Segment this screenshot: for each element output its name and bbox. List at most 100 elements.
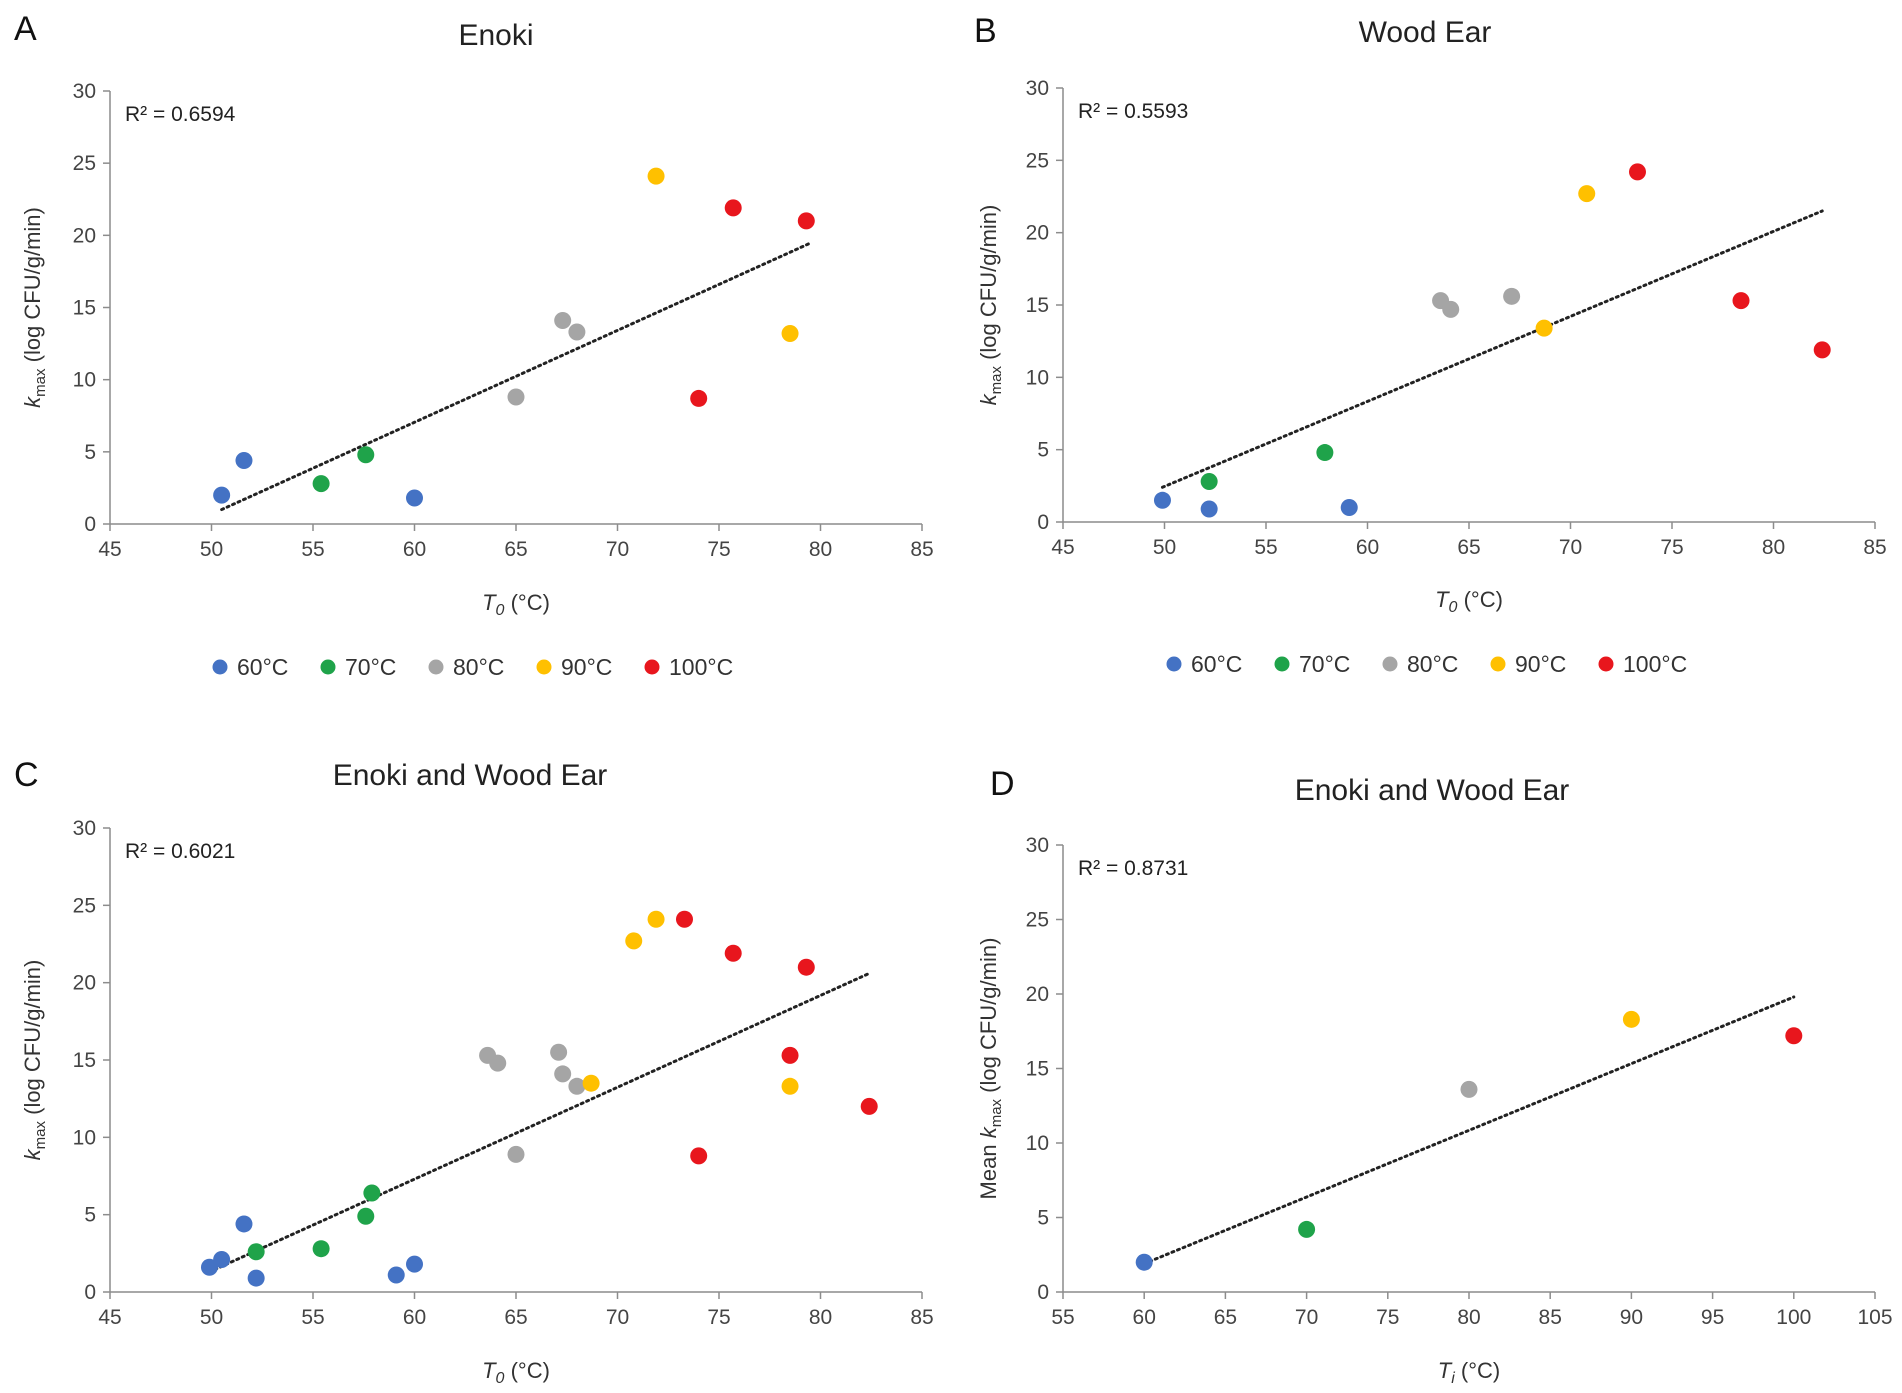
data-point xyxy=(357,446,375,464)
chart-title: Enoki and Wood Ear xyxy=(333,759,608,792)
y-axis-label-main: k xyxy=(976,393,1001,405)
data-point xyxy=(1785,1027,1803,1045)
data-point xyxy=(724,199,742,217)
y-axis-label: kmax (log CFU/g/min) xyxy=(20,207,49,408)
legend-marker xyxy=(644,659,660,675)
legend-label: 80°C xyxy=(1407,651,1458,677)
x-axis-label-sub: 0 xyxy=(496,602,505,619)
y-tick-label: 25 xyxy=(1026,909,1049,932)
y-axis-label: kmax (log CFU/g/min) xyxy=(976,205,1005,406)
data-point xyxy=(797,958,815,976)
x-tick-label: 65 xyxy=(504,538,527,561)
data-point xyxy=(554,1065,572,1083)
x-tick-label: 75 xyxy=(707,1306,730,1329)
trendline xyxy=(207,971,871,1274)
x-tick-label: 60 xyxy=(1356,536,1379,559)
legend-label: 100°C xyxy=(669,654,733,680)
data-point xyxy=(690,1147,708,1165)
x-tick-label: 60 xyxy=(403,1306,426,1329)
data-point xyxy=(568,1077,586,1095)
data-point xyxy=(1200,472,1218,490)
y-tick-label: 5 xyxy=(1037,1207,1049,1230)
data-point xyxy=(1153,491,1171,509)
legend-marker xyxy=(212,659,228,675)
legend-label: 60°C xyxy=(1191,651,1242,677)
panel-b-wood-ear: B Wood Ear 45 50 55 60 65 70 75 80 85 0 5 10 15 20 25 30 T… xyxy=(974,12,1887,677)
data-point xyxy=(690,389,708,407)
x-axis-label: T0 (°C) xyxy=(1435,587,1503,616)
data-point xyxy=(1200,500,1218,518)
data-point xyxy=(1503,287,1521,305)
data-point xyxy=(247,1243,265,1261)
data-point xyxy=(647,910,665,928)
r-squared-annotation: R² = 0.6021 xyxy=(125,840,235,863)
data-point xyxy=(406,489,423,507)
x-axis-label-unit: (°C) xyxy=(504,1358,549,1383)
chart-title: Enoki xyxy=(458,19,533,52)
x-tick-label: 95 xyxy=(1701,1306,1724,1329)
y-tick-label: 15 xyxy=(1026,294,1049,317)
r-squared-annotation: R² = 0.6594 xyxy=(125,103,236,126)
legend-marker xyxy=(320,659,336,675)
x-tick-label: 80 xyxy=(809,1306,832,1329)
data-point xyxy=(213,486,231,504)
trendline xyxy=(1160,209,1824,489)
data-point xyxy=(1813,341,1831,359)
y-tick-label: 0 xyxy=(1037,511,1049,534)
y-tick-label: 10 xyxy=(1026,366,1049,389)
x-tick-label: 70 xyxy=(1559,536,1582,559)
data-point xyxy=(1298,1220,1316,1238)
x-tick-label: 70 xyxy=(606,538,629,561)
data-point xyxy=(507,1145,525,1163)
data-point xyxy=(489,1054,507,1072)
y-tick-label: 25 xyxy=(1026,149,1049,172)
data-point xyxy=(1628,163,1646,181)
data-point xyxy=(363,1184,381,1202)
y-tick-label: 25 xyxy=(73,894,96,917)
y-axis-label-unit: (log CFU/g/min) xyxy=(976,938,1001,1099)
y-tick-label: 30 xyxy=(1026,77,1049,100)
trendline xyxy=(1142,995,1796,1266)
y-tick-label: 25 xyxy=(73,152,96,175)
data-point xyxy=(675,910,693,928)
data-point xyxy=(1135,1253,1153,1271)
x-tick-label: 50 xyxy=(200,1306,223,1329)
data-point xyxy=(213,1251,231,1269)
x-tick-label: 60 xyxy=(403,538,426,561)
data-point xyxy=(1460,1080,1478,1098)
y-tick-label: 0 xyxy=(84,513,96,536)
y-tick-label: 20 xyxy=(73,224,96,247)
x-tick-label: 50 xyxy=(200,538,223,561)
data-point xyxy=(568,323,586,341)
y-axis-label-sub: max xyxy=(32,368,49,397)
y-tick-label: 5 xyxy=(1037,439,1049,462)
data-point xyxy=(387,1266,405,1284)
y-tick-label: 5 xyxy=(84,441,96,464)
trendline xyxy=(220,242,810,512)
x-axis-label-sub: 0 xyxy=(1449,599,1458,616)
x-tick-label: 55 xyxy=(301,1306,324,1329)
panel-letter: C xyxy=(14,756,39,794)
y-axis-label-sub: max xyxy=(988,366,1005,395)
legend-marker xyxy=(1382,656,1398,672)
y-axis-label-sub: max xyxy=(32,1121,49,1150)
legend-label: 90°C xyxy=(1515,651,1566,677)
y-axis-label-unit: (log CFU/g/min) xyxy=(20,207,45,368)
data-point xyxy=(724,944,742,962)
x-axis-label-main: T xyxy=(1435,587,1450,612)
x-tick-label: 85 xyxy=(910,1306,933,1329)
panel-letter: B xyxy=(974,12,997,50)
data-point xyxy=(582,1074,600,1092)
data-point xyxy=(781,1077,799,1095)
y-axis-label: Mean kmax (log CFU/g/min) xyxy=(976,938,1005,1200)
x-axis-label: T0 (°C) xyxy=(482,1358,550,1387)
x-tick-label: 75 xyxy=(1660,536,1683,559)
x-tick-label: 90 xyxy=(1620,1306,1643,1329)
x-tick-label: 80 xyxy=(1762,536,1785,559)
x-axis-label-main: T xyxy=(482,590,497,615)
y-axis-label-prefix: Mean xyxy=(976,1138,1001,1199)
data-point xyxy=(312,1240,330,1258)
data-point xyxy=(1535,319,1553,337)
x-tick-label: 105 xyxy=(1857,1306,1892,1329)
